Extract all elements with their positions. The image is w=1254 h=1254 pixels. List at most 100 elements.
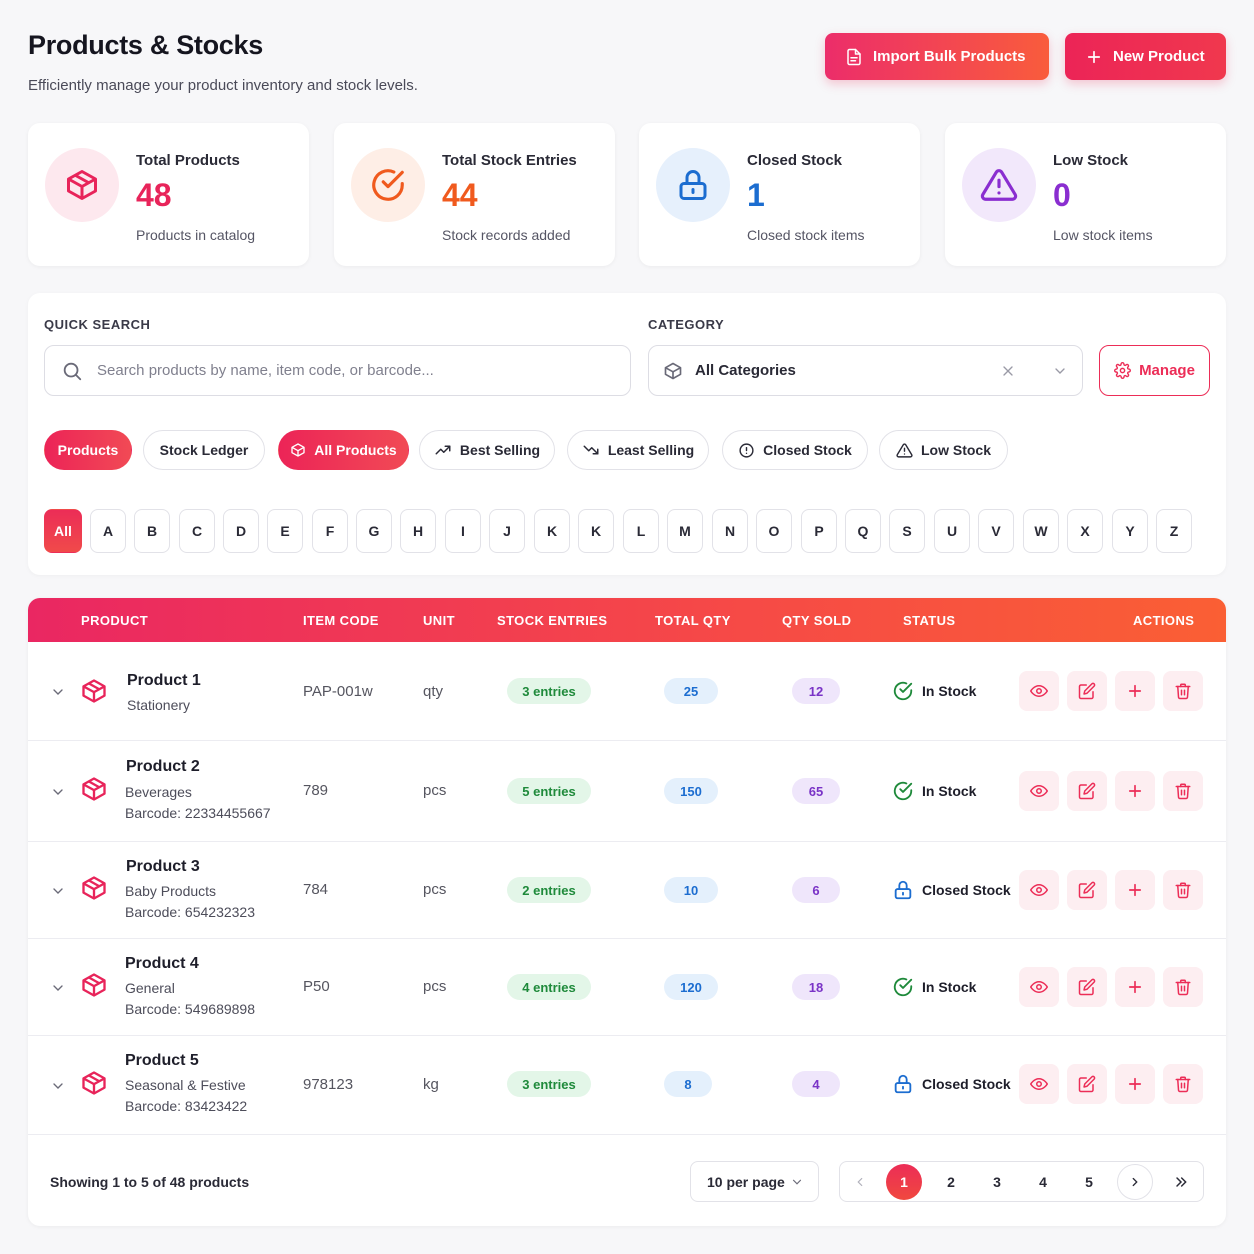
chevron-down-icon[interactable] [50, 784, 66, 800]
delete-button[interactable] [1163, 671, 1203, 711]
manage-button[interactable]: Manage [1099, 345, 1210, 396]
letter-filter[interactable]: S [889, 509, 925, 553]
stat-desc: Stock records added [442, 227, 571, 243]
letter-filter[interactable]: P [801, 509, 837, 553]
letter-filter[interactable]: M [667, 509, 703, 553]
chevron-down-icon[interactable] [50, 980, 66, 996]
edit-button[interactable] [1067, 771, 1107, 811]
delete-button[interactable] [1163, 870, 1203, 910]
delete-button[interactable] [1163, 771, 1203, 811]
table-row[interactable]: Product 1 Stationery PAP-001w qty 3 entr… [28, 642, 1226, 741]
edit-button[interactable] [1067, 870, 1107, 910]
stat-label: Total Stock Entries [442, 152, 577, 169]
lock-icon [656, 148, 730, 222]
letter-filter[interactable]: N [712, 509, 748, 553]
total-qty-badge: 150 [664, 778, 718, 804]
page-button[interactable]: 3 [993, 1174, 1001, 1190]
search-input[interactable] [97, 362, 597, 379]
add-stock-button[interactable] [1115, 967, 1155, 1007]
view-button[interactable] [1019, 967, 1059, 1007]
page-button[interactable]: 1 [886, 1164, 922, 1200]
letter-filter[interactable]: Z [1156, 509, 1192, 553]
tab-stock-ledger[interactable]: Stock Ledger [143, 430, 265, 470]
import-bulk-products-button[interactable]: Import Bulk Products [825, 33, 1049, 80]
letter-filter[interactable]: O [756, 509, 792, 553]
chevron-down-icon[interactable] [1052, 363, 1068, 379]
manage-label: Manage [1139, 362, 1195, 379]
letter-filter[interactable]: F [312, 509, 348, 553]
add-stock-button[interactable] [1115, 771, 1155, 811]
table-row[interactable]: Product 4 General Barcode: 549689898 P50… [28, 939, 1226, 1036]
edit-button[interactable] [1067, 967, 1107, 1007]
product-name[interactable]: Product 3 [126, 858, 200, 875]
add-stock-button[interactable] [1115, 870, 1155, 910]
letter-filter[interactable]: V [978, 509, 1014, 553]
product-name[interactable]: Product 1 [127, 672, 201, 689]
letter-filter[interactable]: C [179, 509, 215, 553]
delete-button[interactable] [1163, 1064, 1203, 1104]
qty-sold-badge: 6 [792, 877, 840, 903]
add-stock-button[interactable] [1115, 671, 1155, 711]
delete-button[interactable] [1163, 967, 1203, 1007]
chevron-down-icon[interactable] [50, 1078, 66, 1094]
letter-filter[interactable]: K [578, 509, 614, 553]
table-row[interactable]: Product 3 Baby Products Barcode: 6542323… [28, 842, 1226, 939]
filter-low-stock[interactable]: Low Stock [879, 430, 1008, 470]
letter-filter[interactable]: X [1067, 509, 1103, 553]
product-name[interactable]: Product 2 [126, 758, 200, 775]
category-select[interactable]: All Categories [648, 345, 1083, 396]
letter-filter[interactable]: J [489, 509, 525, 553]
letter-filter[interactable]: L [623, 509, 659, 553]
letter-filter[interactable]: I [445, 509, 481, 553]
edit-icon [1078, 1075, 1096, 1093]
plus-icon [1128, 1077, 1142, 1091]
letter-filter[interactable]: D [223, 509, 259, 553]
clear-icon[interactable] [1000, 363, 1016, 379]
edit-button[interactable] [1067, 1064, 1107, 1104]
next-page-button[interactable] [1117, 1164, 1153, 1200]
add-stock-button[interactable] [1115, 1064, 1155, 1104]
chevron-down-icon[interactable] [50, 883, 66, 899]
filter-least-selling[interactable]: Least Selling [567, 430, 709, 470]
letter-filter-all[interactable]: All [44, 509, 82, 553]
filter-closed-stock[interactable]: Closed Stock [722, 430, 868, 470]
filter-all-products[interactable]: All Products [278, 430, 409, 470]
view-button[interactable] [1019, 671, 1059, 711]
prev-page-button[interactable] [842, 1164, 878, 1200]
stat-label: Low Stock [1053, 152, 1129, 169]
letter-filter[interactable]: E [267, 509, 303, 553]
product-name[interactable]: Product 4 [125, 955, 199, 972]
page-button[interactable]: 5 [1085, 1174, 1093, 1190]
letter-filter[interactable]: A [90, 509, 126, 553]
letter-filter[interactable]: B [134, 509, 170, 553]
total-qty-badge: 25 [664, 678, 718, 704]
letter-filter[interactable]: K [534, 509, 570, 553]
stat-card-closed-stock: Closed Stock 1 Closed stock items [639, 123, 920, 266]
view-button[interactable] [1019, 1064, 1059, 1104]
page-button[interactable]: 4 [1039, 1174, 1047, 1190]
gear-icon [1114, 362, 1131, 379]
view-button[interactable] [1019, 771, 1059, 811]
table-row[interactable]: Product 2 Beverages Barcode: 22334455667… [28, 741, 1226, 842]
letter-filter[interactable]: Y [1112, 509, 1148, 553]
product-name[interactable]: Product 5 [125, 1052, 199, 1069]
view-button[interactable] [1019, 870, 1059, 910]
tab-products[interactable]: Products [44, 430, 132, 470]
product-barcode: Barcode: 83423422 [125, 1098, 248, 1114]
letter-filter[interactable]: U [934, 509, 970, 553]
letter-filter[interactable]: Q [845, 509, 881, 553]
page-button[interactable]: 2 [947, 1174, 955, 1190]
filter-best-selling[interactable]: Best Selling [419, 430, 555, 470]
chevron-down-icon[interactable] [50, 684, 66, 700]
edit-button[interactable] [1067, 671, 1107, 711]
filter-panel: QUICK SEARCH CATEGORY All Categories Man… [28, 293, 1226, 575]
last-page-button[interactable] [1163, 1164, 1199, 1200]
table-row[interactable]: Product 5 Seasonal & Festive Barcode: 83… [28, 1036, 1226, 1135]
stat-card-total-products: Total Products 48 Products in catalog [28, 123, 309, 266]
letter-filter[interactable]: W [1023, 509, 1059, 553]
plus-icon [1128, 980, 1142, 994]
new-product-button[interactable]: New Product [1065, 33, 1226, 80]
letter-filter[interactable]: H [400, 509, 436, 553]
per-page-select[interactable]: 10 per page [690, 1161, 819, 1202]
letter-filter[interactable]: G [356, 509, 392, 553]
